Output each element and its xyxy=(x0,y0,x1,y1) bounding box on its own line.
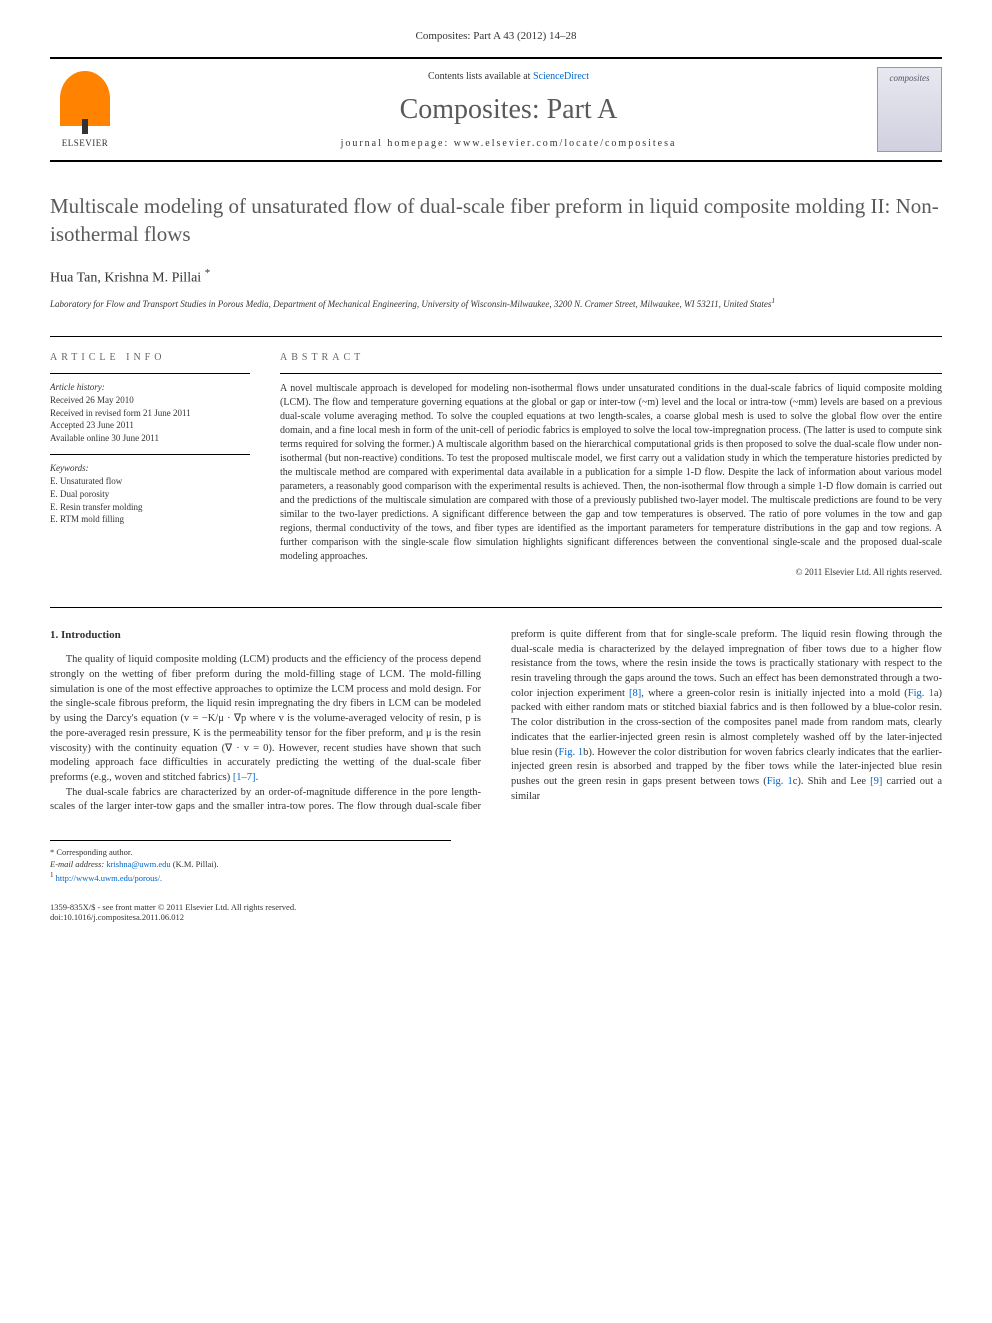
intro-paragraph-1: The quality of liquid composite molding … xyxy=(50,653,481,785)
history-label: Article history: xyxy=(50,373,250,392)
abstract-copyright: © 2011 Elsevier Ltd. All rights reserved… xyxy=(280,567,942,577)
accepted-date: Accepted 23 June 2011 xyxy=(50,419,250,432)
authors: Hua Tan, Krishna M. Pillai * xyxy=(50,267,942,287)
body-text: 1. Introduction The quality of liquid co… xyxy=(50,628,942,815)
keywords-block: Keywords: E. Unsaturated flow E. Dual po… xyxy=(50,454,250,525)
citation-link[interactable]: [8] xyxy=(629,688,641,699)
keyword-item: E. Dual porosity xyxy=(50,488,250,501)
received-date: Received 26 May 2010 xyxy=(50,394,250,407)
banner-center: Contents lists available at ScienceDirec… xyxy=(140,71,877,149)
figure-link[interactable]: Fig. 1 xyxy=(908,688,934,699)
citation-link[interactable]: [1–7] xyxy=(233,772,256,783)
header-banner: ELSEVIER Contents lists available at Sci… xyxy=(50,57,942,162)
section-heading: 1. Introduction xyxy=(50,628,481,643)
issn-line: 1359-835X/$ - see front matter © 2011 El… xyxy=(50,902,942,912)
keyword-item: E. Unsaturated flow xyxy=(50,475,250,488)
email-author-name: (K.M. Pillai). xyxy=(173,859,219,869)
keyword-item: E. RTM mold filling xyxy=(50,513,250,526)
abstract-text: A novel multiscale approach is developed… xyxy=(280,373,942,564)
homepage-url[interactable]: www.elsevier.com/locate/compositesa xyxy=(454,138,677,149)
keywords-label: Keywords: xyxy=(50,454,250,473)
cover-text: composites xyxy=(890,73,930,83)
elsevier-logo[interactable]: ELSEVIER xyxy=(50,67,120,152)
p1-text-a: The quality of liquid composite molding … xyxy=(50,654,481,783)
footer-meta: 1359-835X/$ - see front matter © 2011 El… xyxy=(50,902,942,922)
figure-link[interactable]: Fig. 1 xyxy=(558,747,583,758)
article-info-column: ARTICLE INFO Article history: Received 2… xyxy=(50,352,250,577)
info-abstract-row: ARTICLE INFO Article history: Received 2… xyxy=(50,336,942,577)
journal-name: Composites: Part A xyxy=(140,94,877,126)
email-line: E-mail address: krishna@uwm.edu (K.M. Pi… xyxy=(50,859,451,871)
affiliation: Laboratory for Flow and Transport Studie… xyxy=(50,296,942,311)
lab-url-link[interactable]: http://www4.uwm.edu/porous/. xyxy=(56,873,162,883)
contents-line: Contents lists available at ScienceDirec… xyxy=(140,71,877,82)
p2-text-b: , where a green-color resin is initially… xyxy=(641,688,908,699)
footnotes: * Corresponding author. E-mail address: … xyxy=(50,840,451,885)
citation-link[interactable]: [9] xyxy=(870,776,882,787)
contents-text: Contents lists available at xyxy=(428,71,530,82)
sciencedirect-link[interactable]: ScienceDirect xyxy=(533,71,589,82)
publisher-name: ELSEVIER xyxy=(62,138,109,148)
url-marker: 1 xyxy=(50,871,54,879)
author-names: Hua Tan, Krishna M. Pillai xyxy=(50,270,201,285)
email-link[interactable]: krishna@uwm.edu xyxy=(106,859,170,869)
affiliation-text: Laboratory for Flow and Transport Studie… xyxy=(50,299,771,309)
journal-cover-thumbnail[interactable]: composites xyxy=(877,67,942,152)
abstract-heading: ABSTRACT xyxy=(280,352,942,363)
p2-text-e: c). Shih and Lee xyxy=(793,776,870,787)
homepage-label: journal homepage: xyxy=(341,138,450,149)
affiliation-marker: 1 xyxy=(771,296,775,305)
article-info-heading: ARTICLE INFO xyxy=(50,352,250,363)
doi-line: doi:10.1016/j.compositesa.2011.06.012 xyxy=(50,912,942,922)
body-divider xyxy=(50,607,942,608)
corresponding-marker: * xyxy=(205,267,211,279)
online-date: Available online 30 June 2011 xyxy=(50,432,250,445)
abstract-column: ABSTRACT A novel multiscale approach is … xyxy=(280,352,942,577)
elsevier-tree-icon xyxy=(60,71,110,126)
revised-date: Received in revised form 21 June 2011 xyxy=(50,407,250,420)
header-citation: Composites: Part A 43 (2012) 14–28 xyxy=(50,30,942,42)
lab-url-line: 1 http://www4.uwm.edu/porous/. xyxy=(50,871,451,885)
corresponding-author-note: * Corresponding author. xyxy=(50,847,451,859)
keyword-item: E. Resin transfer molding xyxy=(50,501,250,514)
article-title: Multiscale modeling of unsaturated flow … xyxy=(50,192,942,249)
p1-text-b: . xyxy=(256,772,259,783)
journal-homepage: journal homepage: www.elsevier.com/locat… xyxy=(140,138,877,149)
email-label: E-mail address: xyxy=(50,859,104,869)
figure-link[interactable]: Fig. 1 xyxy=(767,776,793,787)
